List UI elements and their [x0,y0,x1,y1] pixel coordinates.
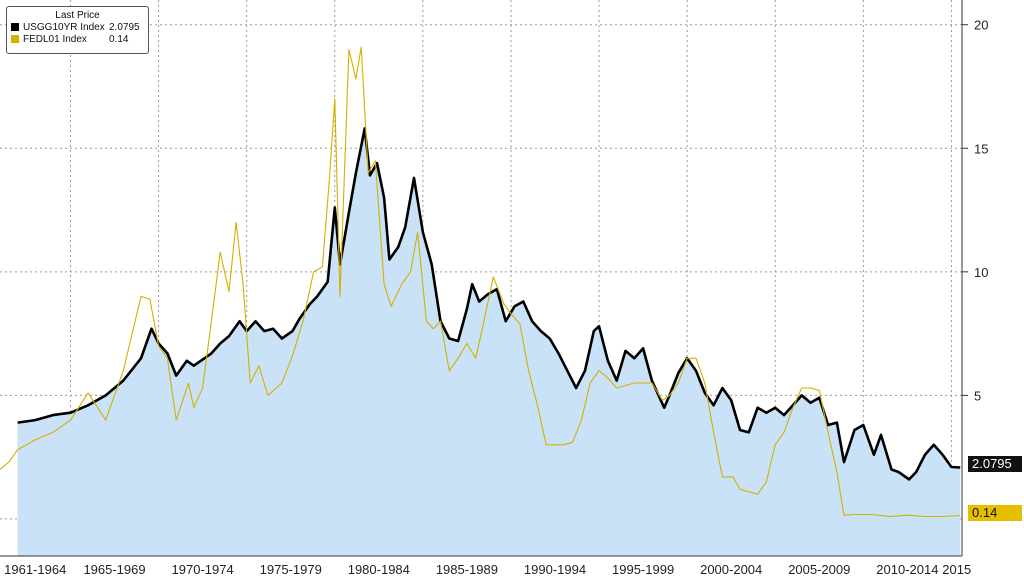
last-price-tag-fedl01: 0.14 [968,505,1022,521]
x-tick-label: 1961-1964 [4,562,66,577]
axes: 5 10 15 20 1961-1964 1965-1969 1970-1974 1975-1… [0,0,988,577]
y-tick-label: 15 [974,141,988,156]
legend-label: USGG10YR Index [23,21,105,33]
y-tick-label: 10 [974,265,988,280]
legend-swatch-fedl01 [11,35,19,43]
series-area [17,128,961,556]
series-lines [0,46,961,518]
x-tick-label: 2005-2009 [788,562,850,577]
series-line [17,127,961,481]
series-line [0,46,961,518]
y-tick-label: 5 [974,388,981,403]
series-area-fill [17,128,961,556]
legend-swatch-usgg10yr [11,23,19,31]
legend: Last Price USGG10YR Index 2.0795 FEDL01 … [6,6,149,54]
x-tick-label: 2010-2014 [876,562,938,577]
x-tick-label: 1990-1994 [524,562,586,577]
legend-value: 0.14 [109,33,129,45]
legend-label: FEDL01 Index [23,33,87,45]
x-tick-label: 2000-2004 [700,562,762,577]
x-tick-label: 2015 [942,562,971,577]
x-tick-label: 1975-1979 [260,562,322,577]
legend-entry: FEDL01 Index 0.14 [7,33,148,45]
x-tick-label: 1985-1989 [436,562,498,577]
x-tick-label: 1995-1999 [612,562,674,577]
x-tick-label: 1965-1969 [83,562,145,577]
legend-title: Last Price [55,10,100,21]
legend-entry: USGG10YR Index 2.0795 [7,21,148,33]
last-price-tag-usgg10yr: 2.0795 [968,456,1022,472]
x-tick-label: 1970-1974 [172,562,234,577]
x-tick-label: 1980-1984 [348,562,410,577]
y-tick-label: 20 [974,18,988,33]
legend-value: 2.0795 [109,21,140,33]
